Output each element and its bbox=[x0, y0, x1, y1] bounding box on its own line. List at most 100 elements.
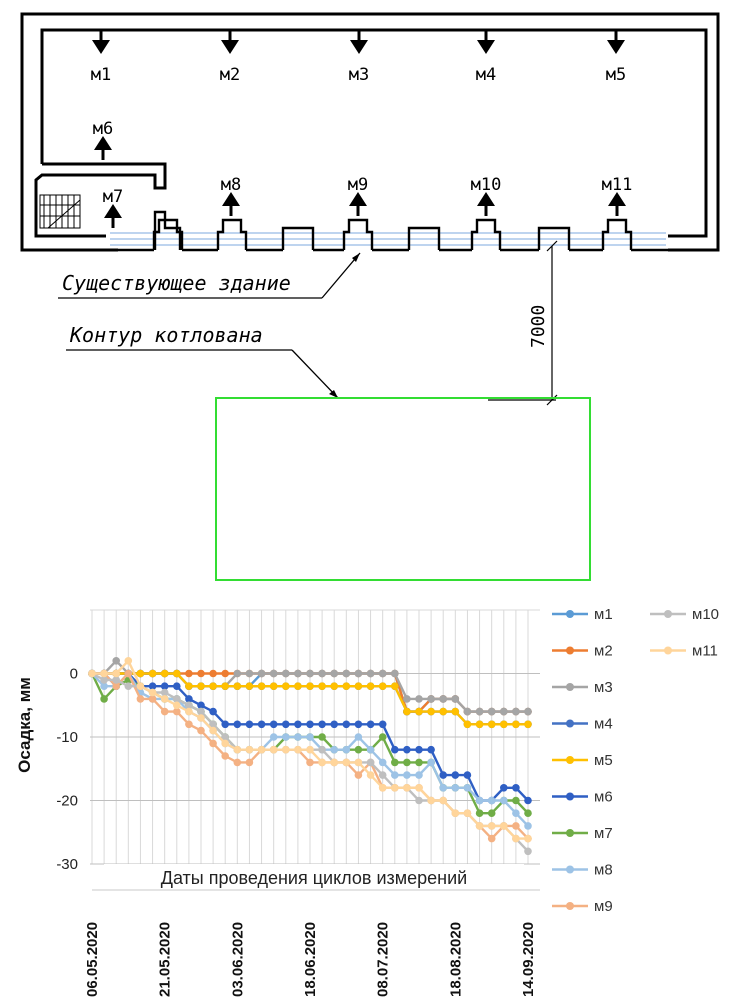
pier-foundation bbox=[407, 226, 441, 250]
settlement-mark-1: м1 bbox=[91, 30, 111, 85]
settlement-mark-6: м6 bbox=[93, 119, 113, 160]
x-tick-label: 06.05.2020 bbox=[84, 922, 101, 997]
data-point bbox=[487, 822, 496, 830]
settlement-mark-3: м3 bbox=[349, 30, 369, 85]
legend-label: м10 bbox=[692, 606, 719, 623]
legend-label: м6 bbox=[594, 789, 613, 806]
data-point bbox=[524, 847, 532, 856]
data-point bbox=[439, 784, 448, 792]
legend-label: м11 bbox=[692, 643, 718, 660]
mark-label: м8 bbox=[221, 175, 241, 195]
data-point bbox=[512, 720, 520, 729]
legend-label: м9 bbox=[594, 898, 613, 915]
arrow-down-icon bbox=[607, 40, 625, 54]
mark-label: м9 bbox=[348, 175, 368, 195]
data-point bbox=[415, 707, 423, 716]
arrow-up-icon bbox=[477, 192, 495, 206]
legend-item-м7: м7 bbox=[552, 825, 613, 842]
data-point bbox=[209, 707, 217, 716]
data-point bbox=[500, 707, 508, 716]
data-point bbox=[378, 771, 387, 779]
data-point bbox=[173, 669, 181, 678]
data-point bbox=[160, 688, 169, 697]
mark-label: м4 bbox=[476, 65, 496, 85]
y-axis-ticks: 0 -10 -20 -30 bbox=[56, 666, 78, 874]
data-point bbox=[524, 834, 532, 843]
legend-label: м1 bbox=[594, 606, 613, 623]
data-point bbox=[221, 739, 229, 748]
data-point bbox=[148, 669, 157, 678]
data-point bbox=[330, 745, 339, 754]
data-point bbox=[451, 707, 460, 716]
data-point bbox=[148, 682, 157, 690]
data-point bbox=[427, 707, 435, 716]
legend-item-м8: м8 bbox=[552, 862, 613, 879]
data-point bbox=[512, 784, 520, 792]
data-point bbox=[415, 695, 423, 703]
data-point bbox=[487, 707, 496, 716]
foundation-pipes bbox=[110, 232, 666, 246]
data-point bbox=[451, 771, 460, 779]
stair-block bbox=[34, 162, 167, 238]
data-point bbox=[318, 745, 326, 754]
mark-label: м11 bbox=[602, 175, 633, 195]
data-point bbox=[100, 682, 108, 690]
data-point bbox=[209, 720, 217, 729]
data-point bbox=[306, 745, 314, 754]
data-point bbox=[124, 669, 133, 678]
data-point bbox=[136, 669, 145, 678]
x-axis-title: Даты проведения циклов измерений bbox=[161, 868, 467, 888]
data-point bbox=[318, 682, 326, 690]
legend-marker bbox=[664, 610, 672, 618]
data-point bbox=[282, 745, 290, 754]
data-point bbox=[221, 752, 229, 760]
mark-label: м6 bbox=[93, 119, 113, 139]
data-point bbox=[330, 682, 339, 690]
data-point bbox=[245, 745, 254, 754]
arrow-down-icon bbox=[477, 40, 495, 54]
legend-marker bbox=[566, 902, 574, 910]
data-point bbox=[233, 745, 242, 754]
data-point bbox=[487, 720, 496, 729]
data-point bbox=[318, 758, 326, 767]
data-point bbox=[306, 669, 314, 678]
data-point bbox=[342, 682, 351, 690]
data-point bbox=[257, 720, 266, 729]
settlement-mark-9: м9 bbox=[348, 175, 368, 216]
x-tick-label: 18.06.2020 bbox=[302, 922, 319, 997]
pier-foundation bbox=[537, 226, 571, 250]
data-point bbox=[366, 720, 375, 729]
data-point bbox=[512, 796, 520, 805]
data-point bbox=[233, 720, 242, 729]
data-point bbox=[415, 796, 423, 805]
arrow-up-icon bbox=[222, 192, 240, 206]
data-point bbox=[209, 682, 217, 690]
data-point bbox=[330, 720, 339, 729]
data-point bbox=[524, 707, 532, 716]
settlement-mark-2: м2 bbox=[220, 30, 240, 85]
arrow-up-icon bbox=[104, 204, 122, 218]
legend-item-м4: м4 bbox=[552, 716, 613, 733]
settlement-mark-8: м8 bbox=[221, 175, 241, 216]
data-point bbox=[475, 809, 484, 817]
data-point bbox=[391, 669, 399, 678]
arrow-up-icon bbox=[94, 136, 112, 150]
data-point bbox=[294, 733, 302, 741]
data-point bbox=[185, 695, 193, 703]
mark-label: м5 bbox=[606, 65, 626, 85]
data-point bbox=[427, 796, 435, 805]
legend-item-м9: м9 bbox=[552, 898, 613, 915]
data-point bbox=[185, 669, 193, 678]
mark-label: м1 bbox=[91, 65, 111, 85]
legend-item-м5: м5 bbox=[552, 752, 613, 769]
data-point bbox=[439, 707, 448, 716]
legend-marker bbox=[566, 865, 574, 874]
data-point bbox=[245, 720, 254, 729]
settlement-mark-11: м11 bbox=[602, 175, 633, 216]
data-point bbox=[282, 733, 290, 741]
existing-building-callout: Существующее здание bbox=[58, 252, 361, 299]
data-point bbox=[378, 733, 387, 741]
data-point bbox=[112, 669, 120, 678]
legend-marker bbox=[566, 792, 574, 801]
